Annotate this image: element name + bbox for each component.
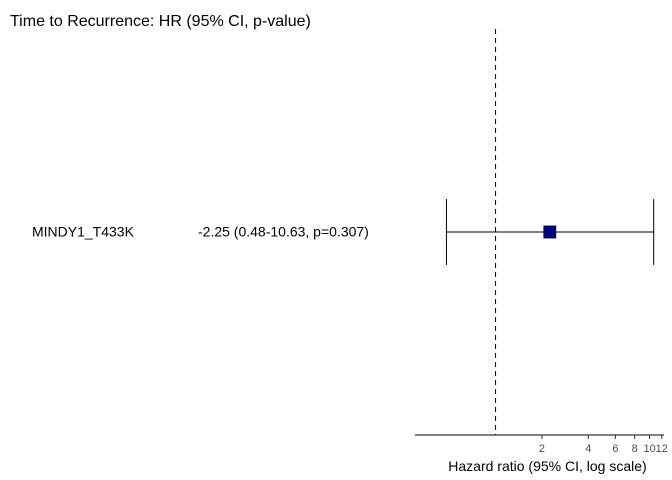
x-tick-label: 10 (643, 443, 655, 455)
intervals-layer (445, 199, 655, 265)
hr-point-marker (543, 225, 557, 239)
x-tick-label: 8 (632, 443, 638, 455)
chart-title: Time to Recurrence: HR (95% CI, p-value) (10, 13, 311, 30)
x-axis-title: Hazard ratio (95% CI, log scale) (448, 458, 646, 474)
x-tick-label: 6 (612, 443, 618, 455)
rows-layer: MINDY1_T433K -2.25 (0.48-10.63, p=0.307) (32, 224, 369, 240)
x-tick-label: 12 (656, 443, 668, 455)
x-tick-label: 2 (539, 443, 545, 455)
row-summary: -2.25 (0.48-10.63, p=0.307) (198, 224, 369, 240)
x-tick-label: 4 (585, 443, 591, 455)
x-axis-ticks: 2 4 6 8 10 12 (539, 435, 668, 455)
row-label: MINDY1_T433K (32, 224, 135, 240)
